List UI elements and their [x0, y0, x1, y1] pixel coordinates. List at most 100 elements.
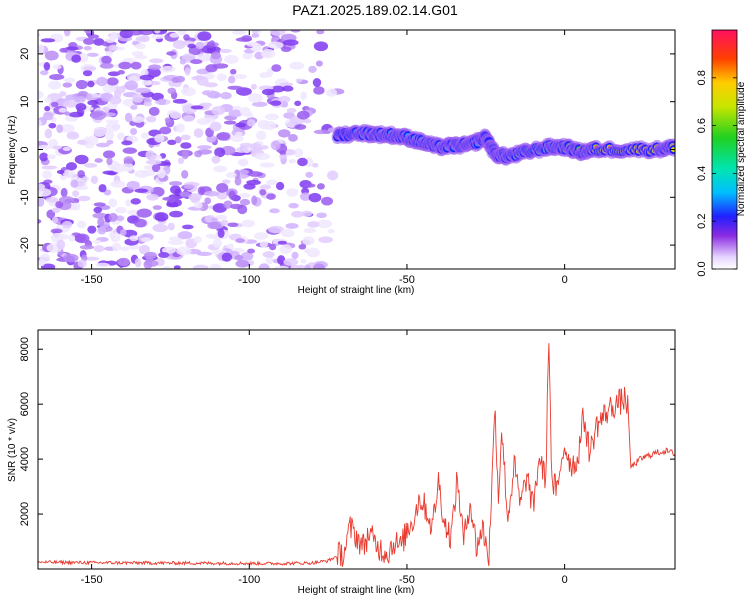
y-tick-label: 4000 [19, 447, 31, 471]
noise-blob [241, 219, 255, 228]
noise-blob [219, 48, 232, 53]
noise-blob [316, 212, 327, 219]
noise-blob [270, 30, 286, 36]
noise-blob [168, 239, 184, 246]
noise-blob [38, 144, 54, 150]
noise-blob [42, 170, 52, 179]
noise-blob [268, 225, 285, 234]
noise-blob [87, 225, 97, 234]
noise-blob [162, 266, 172, 269]
noise-blob [169, 32, 180, 38]
noise-blob [70, 202, 81, 211]
noise-blob [258, 263, 270, 269]
noise-blob [321, 196, 334, 206]
noise-blob [199, 102, 213, 107]
noise-blob [297, 157, 308, 167]
noise-blob [87, 34, 100, 39]
noise-blob [279, 154, 288, 159]
noise-blob [83, 38, 95, 45]
noise-blob [246, 41, 259, 47]
noise-blob [305, 171, 314, 178]
noise-blob [38, 196, 45, 207]
noise-blob [95, 262, 110, 268]
noise-blob [148, 106, 160, 116]
noise-blob [183, 34, 190, 41]
noise-blob [230, 203, 244, 210]
noise-blob [270, 140, 281, 151]
noise-blob [259, 162, 275, 168]
noise-blob [315, 60, 323, 67]
noise-blob [194, 201, 203, 209]
noise-blob [242, 52, 253, 60]
noise-blob [288, 202, 299, 209]
spectrogram-x-axis: -150 -100 -50 0 [81, 30, 568, 286]
snr-x-axis: -150 -100 -50 0 [81, 330, 568, 586]
noise-blob [115, 206, 127, 214]
noise-blob [121, 162, 134, 172]
noise-blob [151, 92, 164, 101]
noise-blob [93, 239, 102, 245]
noise-blob [304, 183, 316, 188]
noise-blob [289, 61, 305, 70]
noise-blob [232, 105, 242, 111]
snr-y-axis: 2000 4000 6000 8000 [19, 337, 675, 526]
noise-blob [82, 70, 93, 77]
noise-blob [124, 80, 139, 91]
noise-blob [196, 76, 209, 86]
noise-blob [149, 58, 164, 64]
noise-blob [174, 136, 182, 144]
noise-blob [180, 142, 192, 149]
noise-blob [291, 210, 304, 218]
noise-blob [282, 39, 299, 46]
colorbar: 0.0 0.2 0.4 0.6 0.8 Normalized spectral ampl… [696, 29, 747, 277]
noise-blob [280, 228, 295, 238]
noise-blob [134, 257, 142, 268]
chart-title: PAZ1.2025.189.02.14.G01 [292, 2, 458, 18]
noise-blob [172, 98, 188, 104]
noise-blob [216, 73, 227, 82]
noise-blob [52, 207, 61, 213]
noise-blob [235, 238, 246, 243]
noise-blob [160, 65, 176, 73]
noise-blob [240, 251, 254, 261]
noise-blob [48, 80, 62, 90]
noise-blob [177, 231, 193, 240]
noise-blob [267, 41, 284, 49]
noise-blob [102, 84, 116, 93]
noise-blob [68, 234, 76, 242]
noise-blob [104, 130, 114, 141]
noise-blob [110, 232, 121, 243]
noise-blob [316, 30, 325, 35]
noise-blob [228, 190, 236, 200]
colorbar-label: Normalized spectral amplitude [736, 81, 747, 216]
noise-blob [247, 171, 263, 177]
noise-blob [75, 79, 88, 90]
noise-blob [76, 96, 86, 103]
noise-blob [59, 123, 75, 133]
noise-blob [241, 35, 253, 42]
spectrogram-y-label: Frequency (Hz) [7, 116, 18, 185]
noise-blob [327, 170, 339, 181]
noise-blob [194, 150, 203, 158]
noise-blob [216, 182, 229, 193]
noise-blob [227, 85, 243, 90]
snr-series-line [38, 343, 675, 567]
noise-blob [193, 128, 204, 138]
x-tick-label: -150 [81, 574, 103, 586]
noise-blob [266, 193, 276, 200]
noise-blob [285, 223, 299, 229]
noise-blob [303, 227, 316, 234]
noise-blob [204, 197, 212, 205]
noise-blob [56, 239, 66, 250]
x-tick-label: -50 [399, 274, 415, 286]
noise-blob [84, 136, 91, 143]
noise-blob [269, 208, 280, 214]
noise-blob [128, 30, 144, 36]
noise-blob [251, 33, 260, 38]
noise-blob [99, 63, 114, 69]
y-tick-label: 10 [19, 96, 31, 108]
noise-blob [59, 47, 68, 53]
noise-blob [135, 43, 146, 50]
noise-blob [282, 85, 294, 92]
